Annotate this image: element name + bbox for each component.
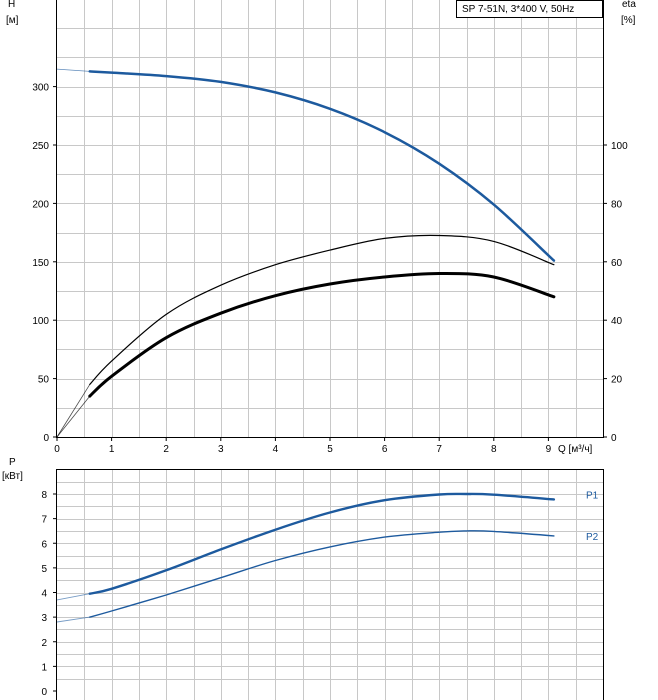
head-tick-label: 100 xyxy=(32,316,49,327)
head-curve-extension xyxy=(56,68,90,72)
eta-tick-label: 40 xyxy=(611,316,623,327)
power-tick-label: 4 xyxy=(41,589,47,600)
head-curve xyxy=(88,70,556,262)
eta-tick-label: 20 xyxy=(611,375,623,386)
power-curve-p1-label: P1 xyxy=(586,490,599,501)
head-tick-label: 150 xyxy=(32,258,49,269)
eta-axis-unit: [%] xyxy=(621,15,636,26)
power-tick-label: 1 xyxy=(41,662,47,673)
eta-tick-label: 100 xyxy=(611,141,628,152)
x-tick-label: 6 xyxy=(382,444,388,455)
head-efficiency-gridlines xyxy=(57,0,603,437)
power-curve-p1 xyxy=(88,492,556,595)
power-axis-unit: [кВт] xyxy=(2,471,23,482)
eta-tick-label: 60 xyxy=(611,258,623,269)
power-axis-title: P xyxy=(9,457,16,468)
power-curve-p2-label: P2 xyxy=(586,532,599,543)
head-tick-label: 250 xyxy=(32,141,49,152)
x-tick-label: 7 xyxy=(436,444,442,455)
power-tick-label: 2 xyxy=(41,638,47,649)
eta-tick-label: 0 xyxy=(611,433,617,444)
x-tick-label: 2 xyxy=(163,444,169,455)
chart-title: SP 7-51N, 3*400 V, 50Hz xyxy=(462,4,574,15)
head-efficiency-axis-labels: 0 1 2 3 4 5 6 7 8 9 0 50 100 150 200 250 300 0 20 40 60 80 100 xyxy=(32,83,628,455)
power-tick-label: 5 xyxy=(41,564,47,575)
x-tick-label: 3 xyxy=(218,444,224,455)
power-curve-p1-extension xyxy=(56,593,90,601)
power-tick-label: 6 xyxy=(41,539,47,550)
head-tick-label: 50 xyxy=(38,375,50,386)
x-tick-label: 5 xyxy=(327,444,333,455)
power-axis-labels: 0 1 2 3 4 5 6 7 8 xyxy=(41,490,57,698)
x-tick-label: 1 xyxy=(109,444,115,455)
title-box xyxy=(456,0,603,18)
power-curves: P1 P2 xyxy=(56,490,599,623)
flow-axis-title: Q [м³/ч] xyxy=(558,444,593,455)
head-axis-unit: [м] xyxy=(6,15,19,26)
power-plot-frame xyxy=(56,469,604,700)
power-tick-label: 7 xyxy=(41,515,47,526)
secondary-efficiency-curve-extension xyxy=(56,395,91,438)
efficiency-curve-extension xyxy=(56,384,91,438)
efficiency-curve xyxy=(89,234,555,385)
head-tick-label: 0 xyxy=(43,433,49,444)
power-curve-p2-extension xyxy=(56,616,90,623)
power-tick-label: 0 xyxy=(41,687,47,698)
power-tick-label: 8 xyxy=(41,490,47,501)
eta-axis-title: eta xyxy=(622,0,636,10)
head-efficiency-curves xyxy=(56,68,556,438)
x-tick-label: 8 xyxy=(491,444,497,455)
eta-tick-label: 80 xyxy=(611,199,623,210)
x-tick-label: 4 xyxy=(273,444,279,455)
x-tick-label: 9 xyxy=(546,444,552,455)
power-curve-p2 xyxy=(89,530,555,618)
power-gridlines xyxy=(57,470,603,700)
head-tick-label: 200 xyxy=(32,199,49,210)
head-tick-label: 300 xyxy=(32,83,49,94)
head-axis-title: H xyxy=(8,0,15,10)
x-tick-label: 0 xyxy=(54,444,60,455)
secondary-efficiency-curve xyxy=(88,271,556,398)
power-tick-label: 3 xyxy=(41,613,47,624)
